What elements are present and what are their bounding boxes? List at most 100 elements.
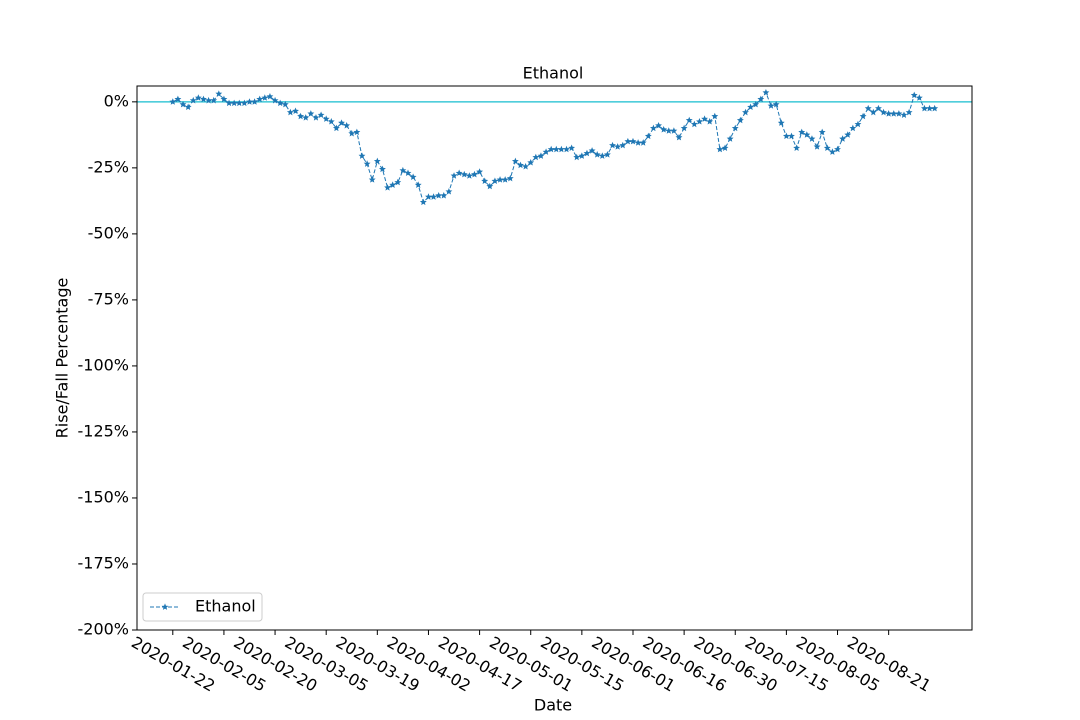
data-point [762, 89, 770, 96]
data-point [690, 120, 698, 128]
data-point [271, 96, 279, 104]
data-point [752, 100, 760, 108]
y-tick-label: -150% [77, 487, 129, 506]
data-point [210, 96, 218, 104]
plot-frame [136, 85, 973, 631]
data-point [471, 170, 478, 178]
data-point [808, 135, 816, 142]
data-point [747, 103, 755, 111]
data-point [425, 193, 432, 200]
data-point [327, 118, 335, 125]
data-point [297, 112, 305, 120]
data-point [358, 152, 366, 159]
data-point [460, 170, 468, 178]
data-point [455, 169, 463, 177]
data-point [644, 132, 652, 140]
data-point [604, 151, 611, 158]
data-point [767, 102, 775, 109]
data-point [813, 143, 821, 150]
data-point [726, 135, 734, 142]
data-point [772, 100, 780, 108]
data-point [828, 148, 836, 155]
data-point [496, 176, 504, 183]
data-point [890, 110, 898, 117]
y-tick-label: -175% [77, 553, 129, 572]
y-tick-label: 0% [104, 91, 129, 110]
data-point [568, 144, 576, 151]
data-point [721, 144, 729, 151]
data-point [261, 94, 269, 101]
data-point [875, 104, 882, 112]
data-point [312, 114, 320, 121]
data-point [547, 145, 555, 153]
data-point [481, 177, 489, 184]
data-point [859, 112, 867, 120]
data-point [818, 128, 826, 136]
chart-title: Ethanol [523, 64, 584, 83]
data-point [389, 181, 397, 188]
data-point [675, 133, 683, 141]
data-point [363, 160, 371, 167]
data-point [338, 119, 345, 126]
data-point [823, 144, 831, 151]
data-point [491, 177, 499, 184]
data-point [174, 95, 182, 103]
data-point [343, 122, 351, 129]
data-point [864, 104, 872, 112]
data-point [353, 128, 361, 136]
data-point [629, 137, 637, 145]
legend-box [142, 592, 263, 622]
data-point [194, 94, 202, 101]
data-point [317, 111, 325, 118]
data-point [225, 99, 233, 107]
data-point [578, 152, 586, 159]
data-point [440, 191, 448, 199]
data-point [292, 107, 299, 114]
data-point [849, 124, 857, 132]
data-point [542, 148, 550, 155]
data-point [286, 108, 294, 116]
data-point [557, 145, 565, 153]
data-point [624, 137, 632, 145]
data-point [701, 115, 708, 122]
data-point [588, 147, 596, 154]
data-point [302, 114, 310, 121]
data-point [915, 94, 923, 101]
data-point [777, 119, 785, 126]
data-point [696, 118, 703, 125]
data-point [414, 181, 422, 188]
data-point [235, 99, 243, 107]
data-point [266, 92, 274, 100]
legend-marker [161, 603, 169, 610]
data-point [788, 132, 795, 140]
data-point [384, 184, 391, 191]
data-point [348, 129, 356, 137]
data-point [215, 90, 223, 97]
data-point [900, 111, 908, 118]
data-point [869, 108, 877, 116]
y-tick-label: -200% [77, 620, 129, 639]
data-point [803, 131, 811, 138]
data-point [552, 145, 560, 153]
data-point [905, 108, 913, 116]
y-tick-label: -50% [88, 223, 129, 242]
data-point [844, 131, 852, 138]
data-point [660, 125, 668, 133]
series-line [172, 91, 935, 204]
data-point [517, 161, 524, 169]
y-tick-label: -25% [88, 157, 129, 176]
y-tick-label: -75% [88, 289, 129, 308]
data-point [379, 165, 386, 173]
data-point [332, 124, 340, 132]
data-point [583, 149, 591, 157]
data-point [895, 110, 903, 117]
data-point [711, 112, 719, 120]
data-point [931, 104, 939, 112]
data-point [593, 151, 601, 158]
data-point [614, 143, 622, 150]
data-point [634, 139, 642, 146]
data-point [307, 110, 315, 117]
data-point [450, 172, 458, 179]
data-point [511, 157, 519, 165]
